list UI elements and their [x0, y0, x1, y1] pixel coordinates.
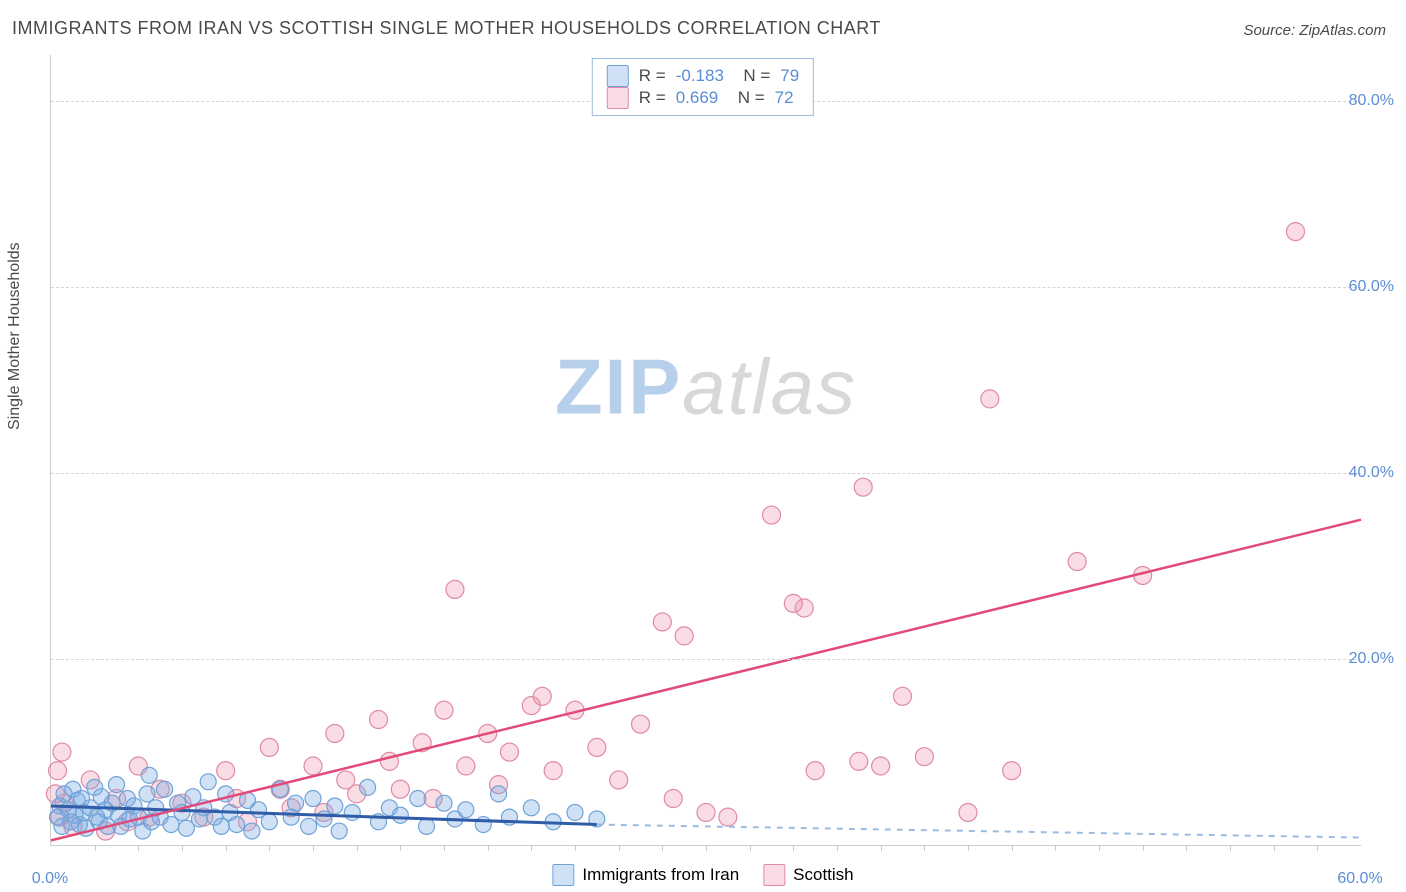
r-label-1: R = — [639, 88, 666, 108]
stats-legend-row-0: R = -0.183 N = 79 — [607, 65, 799, 87]
series-legend-item-1: Scottish — [763, 864, 853, 886]
x-tick-label: 60.0% — [1337, 870, 1382, 888]
series-name-0: Immigrants from Iran — [582, 865, 739, 885]
series-swatch-1 — [763, 864, 785, 886]
n-value-1: 72 — [775, 88, 794, 108]
y-tick-label: 80.0% — [1349, 92, 1394, 110]
series-name-1: Scottish — [793, 865, 853, 885]
legend-swatch-1 — [607, 87, 629, 109]
series-swatch-0 — [552, 864, 574, 886]
chart-title: IMMIGRANTS FROM IRAN VS SCOTTISH SINGLE … — [12, 18, 881, 39]
x-tick-label: 0.0% — [32, 870, 68, 888]
y-tick-label: 40.0% — [1349, 464, 1394, 482]
stats-legend: R = -0.183 N = 79 R = 0.669 N = 72 — [592, 58, 814, 116]
y-axis-label: Single Mother Households — [6, 242, 24, 430]
stats-legend-row-1: R = 0.669 N = 72 — [607, 87, 799, 109]
n-label-0: N = — [734, 66, 770, 86]
source-attribution: Source: ZipAtlas.com — [1243, 22, 1386, 39]
y-tick-label: 60.0% — [1349, 278, 1394, 296]
plot-area: ZIPatlas — [50, 55, 1361, 846]
r-value-0: -0.183 — [676, 66, 724, 86]
r-label-0: R = — [639, 66, 666, 86]
series-legend-item-0: Immigrants from Iran — [552, 864, 739, 886]
n-value-0: 79 — [780, 66, 799, 86]
legend-swatch-0 — [607, 65, 629, 87]
scatter-svg — [51, 55, 1361, 845]
n-label-1: N = — [728, 88, 764, 108]
r-value-1: 0.669 — [676, 88, 719, 108]
y-tick-label: 20.0% — [1349, 650, 1394, 668]
series-legend: Immigrants from Iran Scottish — [552, 864, 853, 886]
